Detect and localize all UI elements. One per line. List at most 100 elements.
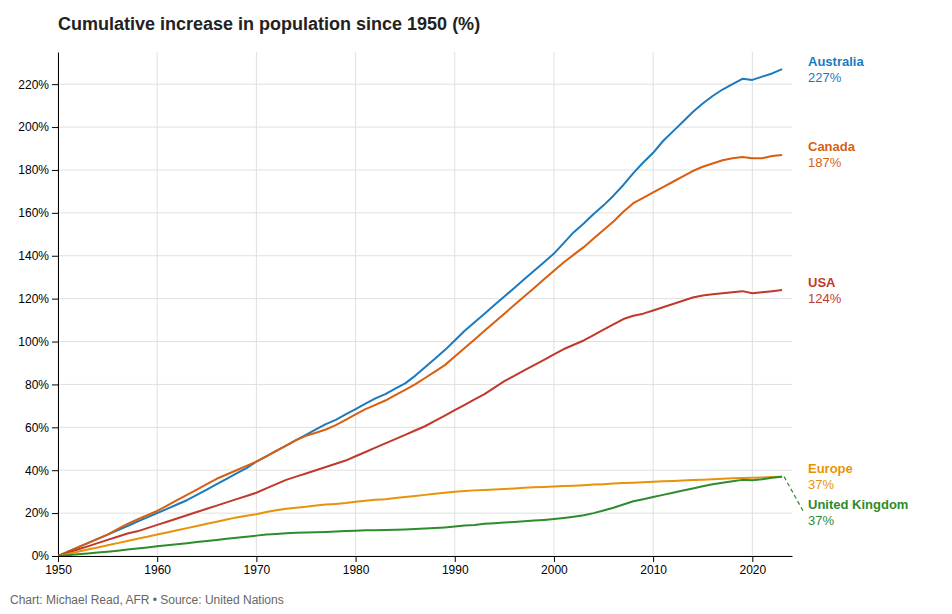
y-axis-line: [58, 53, 59, 557]
y-tick-mark: [52, 84, 58, 85]
x-tick-mark: [455, 556, 456, 562]
y-grid-line: [58, 255, 792, 256]
y-tick-mark: [52, 170, 58, 171]
y-grid-line: [58, 169, 792, 170]
y-tick-mark: [52, 384, 58, 385]
x-tick-mark: [554, 556, 555, 562]
value-label: 37%: [808, 477, 834, 492]
x-tick-mark: [256, 556, 257, 562]
y-tick-mark: [52, 513, 58, 514]
x-tick-label: 1970: [244, 563, 271, 577]
y-tick: 60%: [25, 421, 58, 435]
y-grid-line: [58, 212, 792, 213]
chart: 1950 1960 1970 1980 1990 2000 2010 2020 0% 20% 40%…: [0, 0, 952, 614]
x-tick: 1970: [244, 556, 271, 577]
y-axis: 0% 20% 40% 60% 80% 100% 120% 140% 160% 180% 200% 22…: [18, 53, 58, 564]
y-tick-label: 120%: [18, 292, 49, 306]
x-axis-line: [59, 556, 793, 557]
y-grid-line: [58, 127, 792, 128]
x-tick: 2010: [640, 556, 667, 577]
y-grid-line: [58, 384, 792, 385]
x-tick-label: 2010: [640, 563, 667, 577]
x-tick-label: 1980: [343, 563, 370, 577]
series-name-label: USA: [808, 275, 836, 290]
x-tick-mark: [356, 556, 357, 562]
value-label: 124%: [808, 291, 842, 306]
y-grid-line: [58, 470, 792, 471]
y-tick: 120%: [18, 292, 58, 306]
x-tick: 1960: [144, 556, 171, 577]
y-grid-line: [58, 341, 792, 342]
y-tick-mark: [52, 556, 58, 557]
value-label: 37%: [808, 513, 834, 528]
label-connector: [784, 477, 804, 513]
y-tick: 0%: [32, 549, 58, 563]
y-tick-label: 160%: [18, 206, 49, 220]
y-tick: 220%: [18, 78, 58, 92]
x-tick-label: 1990: [442, 563, 469, 577]
y-tick-label: 40%: [25, 464, 49, 478]
y-tick-label: 20%: [25, 506, 49, 520]
series-line: [58, 155, 782, 556]
series-line: [58, 477, 782, 556]
x-grid-line: [157, 52, 158, 556]
title: Cumulative increase in population since …: [58, 14, 480, 34]
y-tick: 200%: [18, 120, 58, 134]
x-tick-mark: [752, 556, 753, 562]
y-tick: 20%: [25, 506, 58, 520]
y-grid-line: [58, 84, 792, 85]
y-grid-line: [58, 298, 792, 299]
footer: Chart: Michael Read, AFR • Source: Unite…: [10, 593, 284, 607]
y-tick-mark: [52, 470, 58, 471]
y-tick-mark: [52, 427, 58, 428]
series-name-label: Europe: [808, 461, 853, 476]
x-tick: 1990: [442, 556, 469, 577]
x-tick: 2000: [541, 556, 568, 577]
x-tick-label: 1950: [45, 563, 72, 577]
y-tick-mark: [52, 127, 58, 128]
x-tick-mark: [58, 556, 59, 562]
y-tick: 140%: [18, 249, 58, 263]
y-tick: 180%: [18, 163, 58, 177]
y-tick: 40%: [25, 464, 58, 478]
x-tick-label: 2020: [739, 563, 766, 577]
series-name-label: United Kingdom: [808, 497, 908, 512]
x-tick: 1980: [343, 556, 370, 577]
y-tick: 160%: [18, 206, 58, 220]
y-tick-label: 180%: [18, 163, 49, 177]
y-tick-label: 100%: [18, 335, 49, 349]
series-line: [58, 290, 782, 556]
direct-labels: Australia227%Canada187%USA124%Europe37%U…: [784, 54, 908, 528]
x-axis: 1950 1960 1970 1980 1990 2000 2010 2020: [45, 556, 792, 577]
series-line: [58, 477, 782, 556]
y-tick: 100%: [18, 335, 58, 349]
y-tick: 80%: [25, 378, 58, 392]
x-grid-line: [454, 52, 455, 556]
x-tick: 1950: [45, 556, 72, 577]
y-grid-line: [58, 513, 792, 514]
chart-container: 1950 1960 1970 1980 1990 2000 2010 2020 0% 20% 40%…: [0, 0, 952, 614]
series-line: [58, 69, 782, 556]
y-tick-mark: [52, 342, 58, 343]
y-tick-label: 0%: [32, 549, 50, 563]
x-tick: 2020: [739, 556, 766, 577]
series-name-label: Canada: [808, 139, 856, 154]
plot: 1950 1960 1970 1980 1990 2000 2010 2020 0% 20% 40%…: [18, 52, 908, 577]
x-tick-mark: [157, 556, 158, 562]
y-tick-label: 200%: [18, 120, 49, 134]
y-grid-line: [58, 556, 792, 557]
series-name-label: Australia: [808, 54, 864, 69]
y-tick-label: 80%: [25, 378, 49, 392]
x-tick-label: 1960: [144, 563, 171, 577]
y-tick-mark: [52, 213, 58, 214]
x-tick-label: 2000: [541, 563, 568, 577]
grid: [58, 52, 792, 556]
y-tick-label: 140%: [18, 249, 49, 263]
x-grid-line: [653, 52, 654, 556]
lines: [58, 69, 782, 556]
x-tick-mark: [653, 556, 654, 562]
x-grid-line: [553, 52, 554, 556]
value-label: 187%: [808, 155, 842, 170]
y-tick-label: 60%: [25, 421, 49, 435]
y-tick-mark: [52, 299, 58, 300]
